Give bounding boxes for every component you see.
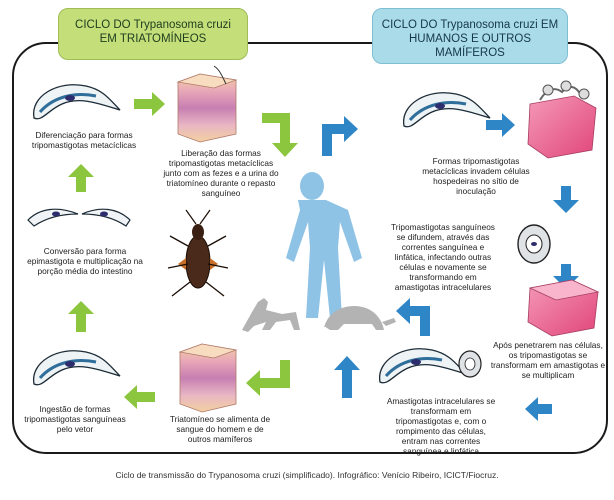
- blue-arrow-left: [525, 397, 552, 421]
- blue-arrow-down-2: [553, 264, 579, 289]
- triatomine-bug-icon: [167, 209, 229, 297]
- green-elbow-down: [262, 113, 298, 157]
- green-elbow-left: [246, 360, 290, 396]
- label-invadem: Formas tripomastigotas metacíclicas inva…: [422, 156, 530, 196]
- header-triatomineos: CICLO DO Trypanosoma cruzi EM TRIATOMÍNE…: [58, 8, 248, 60]
- epimastigota-icon: [27, 208, 131, 227]
- tripomastigota-invasao-icon: [403, 92, 491, 128]
- infected-cell-middle-icon: [527, 279, 600, 337]
- amastigote-cell-icon: [517, 224, 551, 264]
- figure-caption: Ciclo de transmissão do Trypanosoma cruz…: [115, 470, 499, 480]
- header-right-line1: CICLO DO Trypanosoma cruzi EM: [381, 19, 559, 31]
- tripomastigota-liberado-icon: [379, 348, 482, 384]
- blue-arrow-up: [334, 356, 360, 398]
- tripomastigota-sanguinea-icon: [33, 350, 121, 386]
- blue-elbow-up-right: [322, 116, 358, 156]
- header-left-line1: CICLO DO Trypanosoma cruzi: [75, 19, 231, 31]
- label-penetrarem: Após penetrarem nas células, os tripomas…: [490, 340, 606, 380]
- green-arrow-left: [124, 385, 155, 409]
- label-difundem: Tripomastigotas sanguíneos se difundem, …: [391, 222, 495, 292]
- header-left-line2: EM TRIATOMÍNEOS: [99, 33, 207, 45]
- human-figure-icon: [286, 172, 362, 318]
- infected-cell-top-icon: [527, 80, 597, 159]
- tripomastigota-metaciclica-icon: [33, 84, 121, 120]
- green-arrow-up-1: [68, 164, 94, 192]
- blue-arrow-down-1: [553, 186, 579, 213]
- green-arrow-right: [134, 92, 165, 116]
- blue-arrow-right: [486, 113, 515, 137]
- header-humanos: CICLO DO Trypanosoma cruzi EM HUMANOS E …: [372, 8, 568, 64]
- blue-elbow-up-left: [396, 298, 430, 336]
- label-conversao: Conversão para forma epimastigota e mult…: [27, 246, 143, 276]
- label-diferenciacao: Diferenciação para formas tripomastigota…: [31, 130, 137, 150]
- label-amastigotas: Amastigotas intracelulares se transforma…: [386, 396, 496, 456]
- header-right-line2: HUMANOS E OUTROS MAMÍFEROS: [408, 33, 532, 59]
- label-liberacao: Liberação das formas tripomastigotas met…: [163, 148, 279, 198]
- dog-icon: [242, 298, 300, 332]
- skin-block-bottom-icon: [178, 343, 238, 413]
- armadillo-icon: [324, 306, 396, 330]
- label-ingestao: Ingestão de formas tripomastigotas sangu…: [24, 404, 126, 434]
- skin-block-top-icon: [176, 65, 238, 143]
- green-arrow-up-2: [68, 301, 94, 332]
- label-triatomineo: Triatomíneo se alimenta de sangue do hom…: [169, 414, 271, 444]
